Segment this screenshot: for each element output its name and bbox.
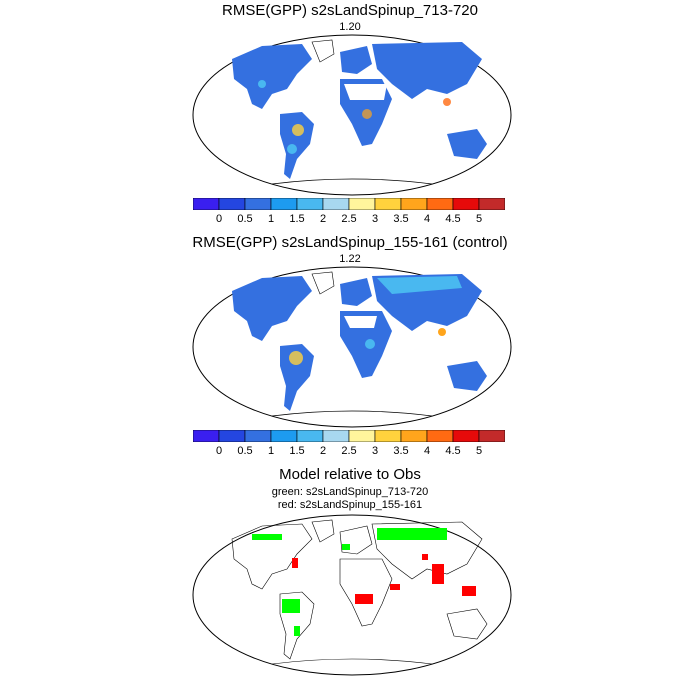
colorbar-label: 0.5 [237, 445, 253, 457]
colorbar-swatch [296, 198, 324, 210]
colorbar-swatch [478, 198, 505, 210]
panel2-colorbar [193, 430, 505, 442]
panel1-colorbar [193, 198, 505, 210]
colorbar-label: 0 [215, 445, 223, 457]
colorbar-label: 0.5 [237, 213, 253, 225]
colorbar-swatch [348, 430, 376, 442]
comparison-title: Model relative to Obs [279, 466, 421, 483]
colorbar-label: 2 [319, 445, 327, 457]
colorbar-label: 1.5 [289, 213, 305, 225]
colorbar-swatch [322, 430, 350, 442]
colorbar-swatch [193, 198, 220, 210]
colorbar-label: 1 [267, 445, 275, 457]
colorbar-swatch [374, 430, 402, 442]
colorbar-swatch [478, 430, 505, 442]
colorbar-swatch [374, 198, 402, 210]
colorbar-label: 4 [423, 445, 431, 457]
colorbar-swatch [348, 198, 376, 210]
colorbar-swatch [193, 430, 220, 442]
colorbar-label: 3.5 [393, 213, 409, 225]
colorbar-swatch [400, 198, 428, 210]
colorbar-label: 5 [475, 445, 483, 457]
panel1-colorbar-labels: 0 0.5 1 1.5 2 2.5 3 3.5 4 4.5 5 [193, 213, 505, 227]
panel1-map [192, 34, 512, 196]
colorbar-label: 1 [267, 213, 275, 225]
panel2-value: 1.22 [339, 253, 361, 265]
panel2-map [192, 266, 512, 428]
panel1-value: 1.20 [339, 21, 361, 33]
colorbar-swatch [218, 198, 246, 210]
colorbar-swatch [218, 430, 246, 442]
colorbar-label: 2.5 [341, 445, 357, 457]
colorbar-swatch [270, 198, 298, 210]
comparison-line2: red: s2sLandSpinup_155-161 [277, 499, 423, 511]
colorbar-swatch [270, 430, 298, 442]
colorbar-swatch [244, 430, 272, 442]
colorbar-label: 3 [371, 445, 379, 457]
colorbar-label: 2.5 [341, 213, 357, 225]
colorbar-swatch [244, 198, 272, 210]
colorbar-swatch [400, 430, 428, 442]
colorbar-label: 0 [215, 213, 223, 225]
colorbar-swatch [322, 198, 350, 210]
colorbar-label: 3 [371, 213, 379, 225]
colorbar-swatch [452, 198, 480, 210]
colorbar-label: 1.5 [289, 445, 305, 457]
colorbar-label: 4.5 [445, 445, 461, 457]
colorbar-swatch [452, 430, 480, 442]
colorbar-swatch [426, 198, 454, 210]
comparison-line1: green: s2sLandSpinup_713-720 [271, 486, 429, 498]
colorbar-label: 4.5 [445, 213, 461, 225]
colorbar-label: 3.5 [393, 445, 409, 457]
panel1-title: RMSE(GPP) s2sLandSpinup_713-720 [222, 2, 478, 19]
panel2-colorbar-labels: 0 0.5 1 1.5 2 2.5 3 3.5 4 4.5 5 [193, 445, 505, 459]
panel2-title: RMSE(GPP) s2sLandSpinup_155-161 (control… [192, 234, 508, 251]
colorbar-swatch [426, 430, 454, 442]
colorbar-label: 5 [475, 213, 483, 225]
colorbar-label: 4 [423, 213, 431, 225]
comparison-map [192, 514, 512, 676]
colorbar-swatch [296, 430, 324, 442]
colorbar-label: 2 [319, 213, 327, 225]
